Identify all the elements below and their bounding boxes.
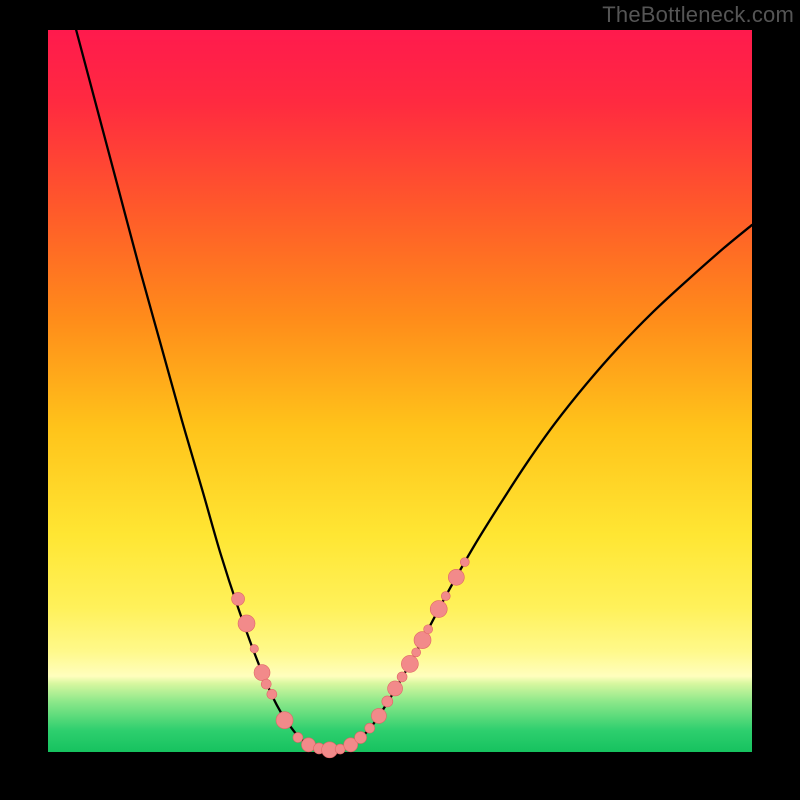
marker-dot	[267, 689, 277, 699]
marker-dot	[414, 632, 431, 649]
marker-dot	[412, 648, 421, 657]
marker-dot	[238, 615, 255, 632]
marker-dot	[448, 569, 464, 585]
marker-dot	[382, 696, 393, 707]
bottleneck-chart-svg	[0, 0, 800, 800]
marker-dot	[424, 625, 433, 634]
marker-dot	[365, 723, 375, 733]
marker-dot	[401, 655, 418, 672]
plot-background	[48, 30, 752, 752]
marker-dot	[397, 672, 407, 682]
chart-stage: TheBottleneck.com	[0, 0, 800, 800]
marker-dot	[388, 681, 403, 696]
marker-dot	[254, 665, 270, 681]
marker-dot	[301, 738, 315, 752]
watermark-text: TheBottleneck.com	[602, 2, 794, 28]
marker-dot	[430, 601, 447, 618]
marker-dot	[355, 732, 367, 744]
marker-dot	[232, 592, 245, 605]
marker-dot	[293, 733, 303, 743]
marker-dot	[250, 645, 258, 653]
marker-dot	[261, 679, 271, 689]
marker-dot	[371, 708, 386, 723]
marker-dot	[441, 592, 450, 601]
marker-dot	[276, 712, 293, 729]
marker-dot	[460, 558, 469, 567]
